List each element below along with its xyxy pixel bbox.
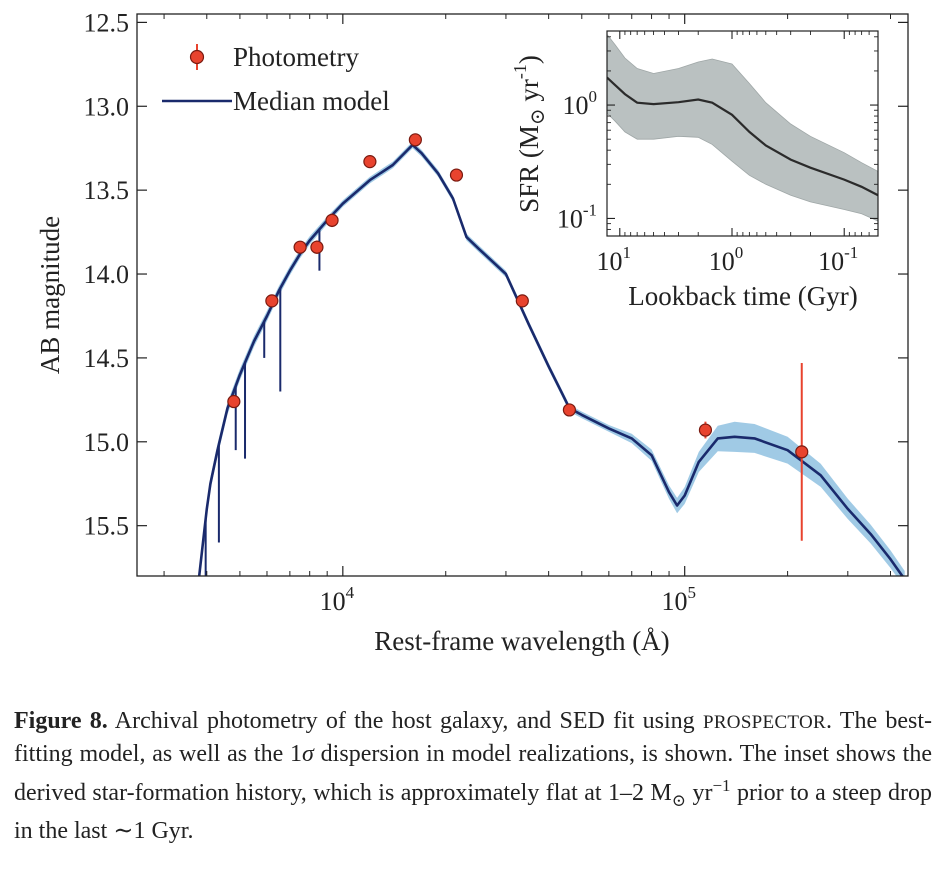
sfh-inset: 101 100 10-1 100 10-1 Lookback time (Gyr) SF… xyxy=(510,30,879,311)
legend: Photometry Median model xyxy=(162,42,390,116)
figure-caption: Figure 8. Archival photometry of the hos… xyxy=(14,706,932,848)
x-tick-label: 105 xyxy=(661,583,696,616)
caption-part1: Archival photometry of the host galaxy, … xyxy=(114,708,695,734)
caption-part5: ∼1 Gyr. xyxy=(113,818,194,845)
legend-photometry-marker xyxy=(189,49,205,65)
photometry-marker xyxy=(227,394,241,409)
caption-label: Figure 8. xyxy=(14,708,108,734)
photometry-marker xyxy=(795,445,809,459)
inset-y-axis-label: SFR (M⊙ yr-1) xyxy=(510,55,549,213)
caption-unit-m: M xyxy=(650,780,672,806)
legend-model-label: Median model xyxy=(233,86,390,116)
main-plot-frame xyxy=(136,13,909,577)
photometry-marker xyxy=(325,213,339,227)
sfr-dispersion-band xyxy=(607,33,878,222)
photometry-marker xyxy=(449,168,464,182)
photometry-point xyxy=(562,403,576,417)
photometry-point xyxy=(310,240,324,254)
absorption-lines xyxy=(204,229,321,576)
caption-unit-exp: −1 xyxy=(712,776,731,795)
main-x-axis: 104 105 xyxy=(320,14,696,616)
caption-part4: prior to a steep drop in the last xyxy=(14,780,932,845)
inset-x-tick-label: 10-1 xyxy=(818,243,858,276)
caption-sigma: σ xyxy=(302,740,314,767)
inset-y-tick-label: 10-1 xyxy=(557,200,597,233)
caption-smallcaps: PROSPECTOR xyxy=(702,712,826,733)
photometry-point xyxy=(325,213,339,228)
photometry-marker xyxy=(698,423,713,437)
photometry-point xyxy=(265,294,279,308)
legend-photometry-label: Photometry xyxy=(233,42,359,72)
caption-unit-yr: yr xyxy=(692,780,713,806)
photometry-point xyxy=(227,394,241,409)
photometry-marker xyxy=(310,240,324,254)
inset-y-tick-label: 100 xyxy=(563,87,598,120)
photometry-point xyxy=(698,421,713,439)
photometry-point xyxy=(449,168,464,182)
y-tick-label: 13.5 xyxy=(84,176,130,205)
photometry-marker xyxy=(562,403,576,417)
figure-canvas: 12.5 13.0 13.5 14.0 14.5 15.0 15.5 104 105 AB m… xyxy=(35,8,909,656)
photometry-point xyxy=(408,133,422,147)
median-model-line xyxy=(197,143,904,576)
photometry-marker xyxy=(515,294,529,308)
photometry-marker xyxy=(408,133,422,147)
photometry-marker xyxy=(293,240,307,254)
sed-plot: 12.5 13.0 13.5 14.0 14.5 15.0 15.5 104 105 AB m… xyxy=(35,8,909,656)
y-tick-label: 14.0 xyxy=(84,260,130,289)
inset-axes: 101 100 10-1 100 10-1 xyxy=(557,31,879,276)
photometry-point xyxy=(363,155,377,169)
y-tick-label: 15.5 xyxy=(84,512,130,541)
inset-x-tick-label: 100 xyxy=(709,243,744,276)
y-tick-label: 12.5 xyxy=(84,8,130,37)
inset-x-axis-label: Lookback time (Gyr) xyxy=(628,281,857,311)
caption-part3: dispersion in model realizations, is sho… xyxy=(14,740,932,807)
main-x-axis-label: Rest-frame wavelength (Å) xyxy=(374,626,669,656)
inset-x-tick-label: 101 xyxy=(597,243,632,276)
caption-part2: . The best-fitting model, as well as the… xyxy=(14,708,933,767)
y-tick-label: 14.5 xyxy=(84,344,130,373)
sfr-median-line xyxy=(607,76,878,197)
y-tick-label: 13.0 xyxy=(84,92,130,121)
photometry-point xyxy=(795,362,809,541)
photometry-marker xyxy=(265,294,279,308)
main-y-axis: 12.5 13.0 13.5 14.0 14.5 15.0 15.5 xyxy=(84,8,908,541)
photometry-points xyxy=(227,133,809,541)
y-tick-label: 15.0 xyxy=(84,428,130,457)
photometry-point xyxy=(293,240,307,254)
main-y-axis-label: AB magnitude xyxy=(35,216,65,374)
caption-sun-symbol: ⊙ xyxy=(671,790,686,810)
x-tick-label: 104 xyxy=(320,583,355,616)
photometry-marker xyxy=(363,155,377,169)
photometry-point xyxy=(515,294,529,308)
main-x-minor-ticks xyxy=(163,14,892,576)
